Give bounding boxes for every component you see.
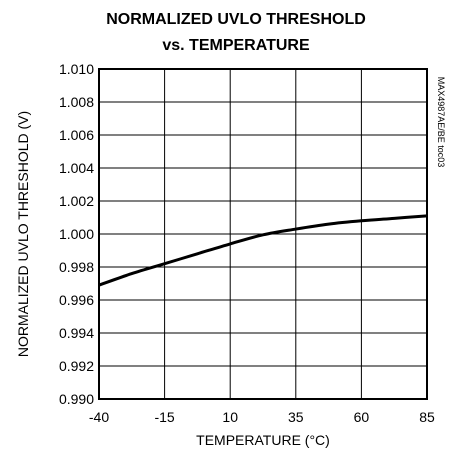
series	[98, 214, 428, 287]
x-tick-label: -15	[154, 409, 174, 425]
y-tick-label: 1.008	[59, 94, 94, 110]
x-tick-labels: -40 -15 10 35 60 85	[89, 409, 435, 425]
y-tick-label: 1.004	[59, 160, 94, 176]
x-tick-label: 60	[354, 409, 370, 425]
y-axis-label: NORMALIZED UVLO THRESHOLD (V)	[15, 111, 31, 357]
x-tick-label: 10	[222, 409, 238, 425]
x-tick-label: -40	[89, 409, 109, 425]
y-tick-label: 0.992	[59, 358, 94, 374]
figure-code-label: MAX4987AE/BE toc03	[436, 77, 446, 168]
y-tick-labels: 0.990 0.992 0.994 0.996 0.998 1.000 1.002 1.004…	[59, 61, 94, 407]
y-tick-label: 0.996	[59, 292, 94, 308]
y-tick-label: 1.000	[59, 226, 94, 242]
x-tick-label: 35	[288, 409, 304, 425]
chart-title-line-1: NORMALIZED UVLO THRESHOLD	[106, 11, 366, 28]
y-tick-label: 1.010	[59, 61, 94, 77]
chart-title-line-2: vs. TEMPERATURE	[162, 37, 310, 54]
y-tick-label: 0.998	[59, 259, 94, 275]
y-tick-label: 0.990	[59, 391, 94, 407]
plot-area-frame	[98, 68, 428, 400]
x-axis-label: TEMPERATURE (°C)	[196, 432, 330, 448]
y-tick-label: 0.994	[59, 325, 94, 341]
x-tick-label: 85	[419, 409, 435, 425]
y-tick-label: 1.006	[59, 127, 94, 143]
y-tick-label: 1.002	[59, 193, 94, 209]
grid	[99, 69, 427, 399]
series-line	[98, 214, 428, 287]
